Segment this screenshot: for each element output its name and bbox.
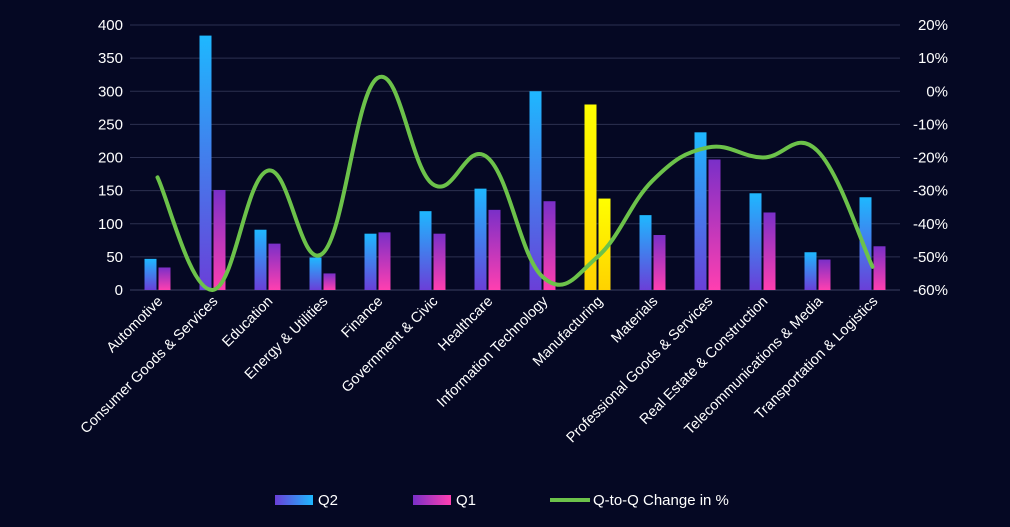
bar-q2 — [144, 258, 157, 290]
bar-q1 — [763, 212, 776, 290]
bar-q2 — [639, 215, 652, 290]
bar-q1 — [708, 159, 721, 290]
bar-q1 — [433, 233, 446, 290]
left-axis: 0 50 100 150 200 250 300 350 400 — [98, 17, 123, 299]
right-tick-label: 10% — [918, 50, 948, 67]
right-tick-label: 0% — [926, 83, 948, 100]
legend-label: Q2 — [318, 492, 338, 509]
bar-q1 — [488, 209, 501, 290]
category-label: Materials — [608, 294, 661, 347]
right-tick-label: -40% — [913, 216, 948, 233]
bars — [144, 35, 886, 290]
left-tick-label: 0 — [115, 282, 123, 299]
left-tick-label: 150 — [98, 183, 123, 200]
left-tick-label: 300 — [98, 83, 123, 100]
bar-q1 — [158, 267, 171, 290]
bar-q2 — [199, 35, 212, 290]
bar-q1 — [653, 235, 666, 290]
right-tick-label: -30% — [913, 183, 948, 200]
bar-q1 — [598, 198, 611, 290]
gridlines — [130, 24, 900, 291]
bar-q1 — [378, 232, 391, 290]
right-axis: -60% -50% -40% -30% -20% -10% 0% 10% 20% — [913, 17, 948, 299]
bar-q2 — [529, 91, 542, 290]
bar-q2 — [694, 132, 707, 290]
bar-q2 — [254, 229, 267, 290]
legend-label: Q-to-Q Change in % — [593, 492, 729, 509]
left-tick-label: 350 — [98, 50, 123, 67]
right-tick-label: -10% — [913, 116, 948, 133]
bar-q2 — [584, 104, 597, 290]
category-label: Information Technology — [434, 293, 552, 411]
right-tick-label: -50% — [913, 249, 948, 266]
bar-q1 — [323, 273, 336, 290]
bar-q2 — [309, 257, 322, 290]
bar-q1 — [268, 243, 281, 290]
bar-q2 — [859, 197, 872, 290]
category-label: Finance — [339, 294, 387, 342]
right-tick-label: 20% — [918, 17, 948, 34]
category-label: Education — [219, 294, 276, 351]
left-tick-label: 50 — [106, 249, 123, 266]
legend-swatch — [275, 495, 313, 505]
bar-q2 — [474, 188, 487, 290]
bar-q2 — [419, 211, 432, 290]
bar-q2 — [749, 193, 762, 290]
right-tick-label: -60% — [913, 282, 948, 299]
legend: Q2 Q1 Q-to-Q Change in % — [275, 492, 729, 509]
bar-q1 — [543, 201, 556, 290]
bar-q1 — [873, 246, 886, 290]
right-tick-label: -20% — [913, 150, 948, 167]
legend-swatch — [413, 495, 451, 505]
bar-q2 — [804, 252, 817, 290]
bar-q2 — [364, 233, 377, 290]
change-line-layer — [155, 74, 875, 293]
bar-q1 — [213, 189, 226, 290]
left-tick-label: 100 — [98, 216, 123, 233]
left-tick-label: 250 — [98, 116, 123, 133]
left-tick-label: 200 — [98, 150, 123, 167]
legend-label: Q1 — [456, 492, 476, 509]
left-tick-label: 400 — [98, 17, 123, 34]
change-line — [155, 74, 875, 293]
bar-q1 — [818, 259, 831, 290]
category-label: Government & Civic — [339, 294, 441, 396]
